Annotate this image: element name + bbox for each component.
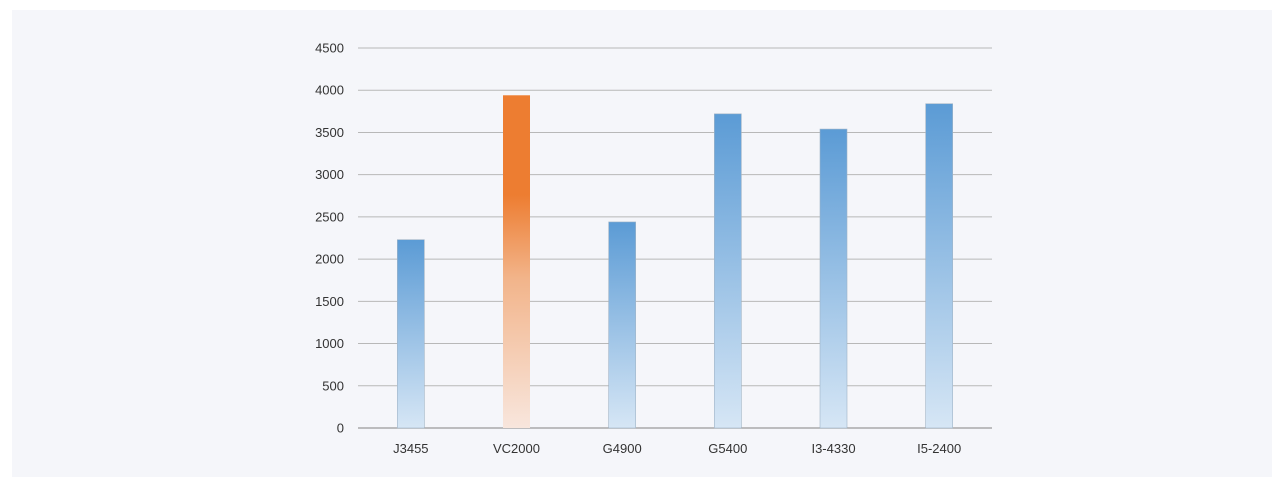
y-tick-label: 500 bbox=[322, 378, 344, 393]
x-tick-label: G4900 bbox=[603, 441, 642, 456]
y-tick-label: 3500 bbox=[315, 125, 344, 140]
bar-g5400 bbox=[714, 113, 742, 429]
bar-i5-2400 bbox=[925, 103, 953, 429]
y-tick-label: 0 bbox=[337, 421, 344, 436]
y-tick-label: 4500 bbox=[315, 41, 344, 56]
gridlines bbox=[358, 47, 992, 429]
y-axis-tick-labels: 0 500 1000 1500 2000 2500 3000 3500 4000 4500 bbox=[315, 41, 344, 436]
x-axis-tick-labels: J3455 VC2000 G4900 G5400 I3-4330 I5-2400 bbox=[393, 441, 961, 456]
bar-vc2000 bbox=[503, 95, 530, 429]
y-tick-label: 3000 bbox=[315, 167, 344, 182]
y-tick-label: 1000 bbox=[315, 336, 344, 351]
x-tick-label: J3455 bbox=[393, 441, 428, 456]
bar-g4900 bbox=[608, 221, 636, 429]
bar-j3455 bbox=[397, 239, 425, 429]
y-tick-label: 2500 bbox=[315, 209, 344, 224]
x-tick-label: VC2000 bbox=[493, 441, 540, 456]
x-tick-label: I3-4330 bbox=[811, 441, 855, 456]
chart-panel bbox=[12, 10, 1272, 477]
y-tick-label: 2000 bbox=[315, 252, 344, 267]
x-tick-label: I5-2400 bbox=[917, 441, 961, 456]
x-tick-label: G5400 bbox=[708, 441, 747, 456]
bars bbox=[397, 95, 953, 429]
bar-i3-4330 bbox=[819, 128, 848, 429]
y-tick-label: 1500 bbox=[315, 294, 344, 309]
y-tick-label: 4000 bbox=[315, 83, 344, 98]
